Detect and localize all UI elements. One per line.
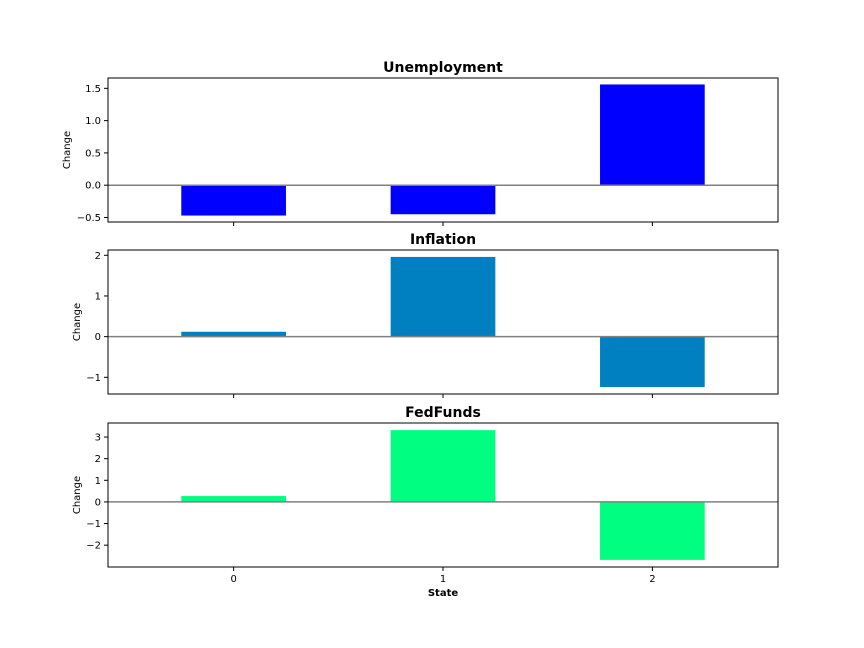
panel-1-title: Inflation (410, 232, 476, 248)
panel-0-bar-2 (600, 84, 705, 186)
panel-2-bar-1 (390, 430, 496, 502)
panel-2-xtick-label-2: 2 (649, 574, 655, 585)
panel-1-ytick-label-3: 2 (95, 251, 101, 262)
panel-1-bar-2 (600, 336, 705, 388)
panel-2-ytick-label-5: 3 (95, 433, 101, 444)
panel-2-ytick-label-3: 1 (95, 476, 101, 487)
panel-0-ytick-label-3: 1.0 (85, 116, 101, 127)
panel-2-bar-0 (181, 496, 286, 502)
panel-2-title: FedFunds (405, 405, 481, 421)
panel-2-xtick-label-1: 1 (440, 574, 446, 585)
panel-2-xlabel: State (428, 588, 459, 599)
panel-1-ylabel: Change (72, 303, 83, 341)
panel-2-ylabel: Change (72, 476, 83, 514)
panel-2-ytick-label-0: −2 (86, 541, 101, 552)
panel-1-ytick-label-2: 1 (95, 291, 101, 302)
panel-0-bar-1 (390, 185, 496, 215)
panel-0-ytick-label-1: 0.0 (85, 181, 101, 192)
panel-2-bar-2 (600, 501, 705, 560)
panel-0-bar-0 (181, 185, 286, 216)
panel-0-ytick-label-4: 1.5 (85, 84, 101, 95)
panel-0-ytick-label-0: −0.5 (77, 213, 101, 224)
panel-2-ytick-label-4: 2 (95, 454, 101, 465)
panel-1-bar-0 (181, 331, 286, 337)
panel-1-bar-1 (390, 256, 496, 337)
panel-1-ytick-label-0: −1 (86, 373, 101, 384)
panel-2-ytick-label-1: −1 (86, 519, 101, 530)
panel-0-ylabel: Change (62, 131, 73, 169)
panel-0-title: Unemployment (383, 60, 503, 76)
panel-2-xtick-label-0: 0 (230, 574, 236, 585)
panel-0-ytick-label-2: 0.5 (85, 148, 101, 159)
panel-2-ytick-label-2: 0 (95, 497, 101, 508)
panel-1-ytick-label-1: 0 (95, 332, 101, 343)
